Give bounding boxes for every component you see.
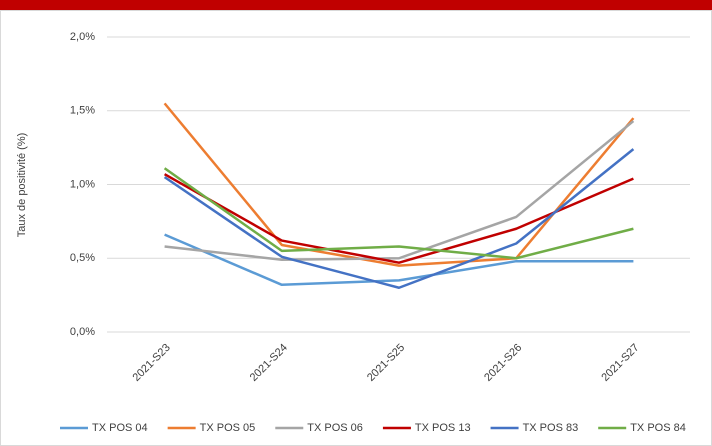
series-line [164, 233, 634, 287]
x-tick-label: 2021-S24 [248, 342, 290, 384]
legend-label: TX POS 83 [523, 422, 579, 434]
legend-label: TX POS 13 [415, 422, 471, 434]
legend-label: TX POS 06 [307, 422, 363, 434]
x-tick-label: 2021-S25 [365, 342, 407, 384]
series-line [163, 148, 635, 289]
series-line [163, 167, 634, 260]
y-tick-label: 1,5% [70, 105, 95, 117]
y-tick-label: 1,0% [70, 178, 95, 190]
legend-label: TX POS 05 [200, 422, 256, 434]
x-tick-label: 2021-S23 [131, 342, 173, 384]
y-tick-label: 0,5% [70, 252, 95, 264]
header-bar [0, 0, 712, 10]
y-axis-label: Taux de positivité (%) [16, 133, 28, 238]
series-line [164, 120, 635, 261]
legend-label: TX POS 04 [92, 422, 148, 434]
legend-label: TX POS 84 [630, 422, 686, 434]
y-tick-label: 2,0% [70, 31, 95, 43]
y-tick-label: 0,0% [70, 326, 95, 338]
x-tick-label: 2021-S26 [482, 342, 524, 384]
x-tick-label: 2021-S27 [599, 342, 641, 384]
